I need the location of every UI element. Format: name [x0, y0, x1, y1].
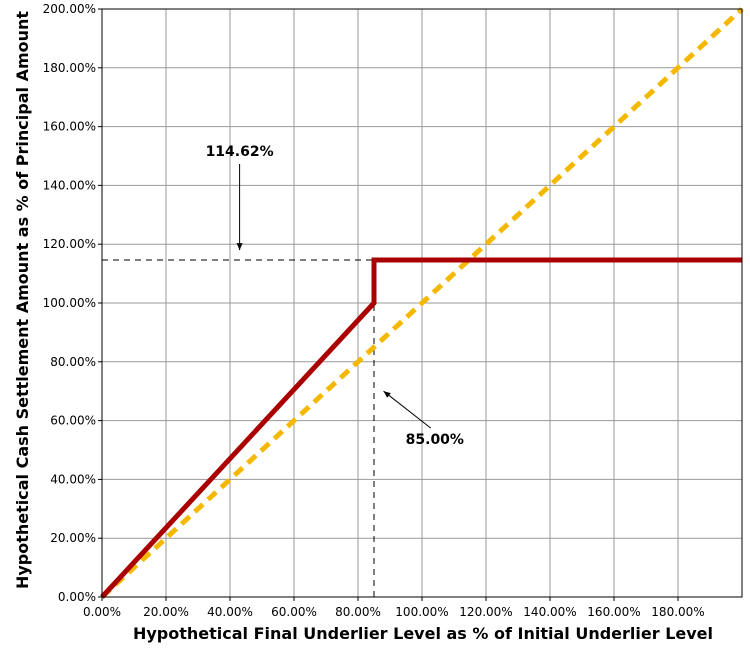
y-tick-label-5: 100.00% — [43, 296, 96, 310]
y-tick-label-6: 120.00% — [43, 237, 96, 251]
annotations: 114.62% 85.00% — [206, 144, 464, 448]
x-tick-label-6: 120.00% — [459, 605, 512, 619]
x-tick-label-5: 100.00% — [395, 605, 448, 619]
series-group — [100, 7, 744, 599]
y-axis-title: Hypothetical Cash Settlement Amount as %… — [13, 11, 32, 589]
x-tick-label-7: 140.00% — [523, 605, 576, 619]
y-tick-label-9: 180.00% — [43, 61, 96, 75]
x-tick-label-9: 180.00% — [651, 605, 704, 619]
x-tick-label-1: 20.00% — [143, 605, 189, 619]
x-tick-label-3: 60.00% — [271, 605, 317, 619]
y-tick-label-8: 160.00% — [43, 120, 96, 134]
x-tick-label-2: 40.00% — [207, 605, 253, 619]
x-tick-label-8: 160.00% — [587, 605, 640, 619]
y-tick-label-2: 40.00% — [50, 472, 96, 486]
x-tick-label-4: 80.00% — [335, 605, 381, 619]
x-tick-label-0: 0.00% — [83, 605, 121, 619]
x-axis-title: Hypothetical Final Underlier Level as % … — [133, 624, 713, 643]
y-tick-label-10: 200.00% — [43, 2, 96, 16]
y-tick-label-3: 60.00% — [50, 414, 96, 428]
tick-labels: 0.00% 20.00% 40.00% 60.00% 80.00% 100.00% 120.… — [43, 2, 705, 619]
y-tick-label-1: 20.00% — [50, 531, 96, 545]
y-tick-label-0: 0.00% — [58, 590, 96, 604]
annotation-label-1: 85.00% — [406, 432, 464, 448]
reference-lines — [102, 259, 375, 597]
payoff-line-series-0 — [100, 257, 742, 599]
annotation-arrow-1 — [383, 390, 432, 429]
annotation-label-0: 114.62% — [206, 144, 274, 160]
underlier-reference-line-series-1 — [100, 7, 744, 599]
y-tick-label-4: 80.00% — [50, 355, 96, 369]
y-tick-label-7: 140.00% — [43, 178, 96, 192]
